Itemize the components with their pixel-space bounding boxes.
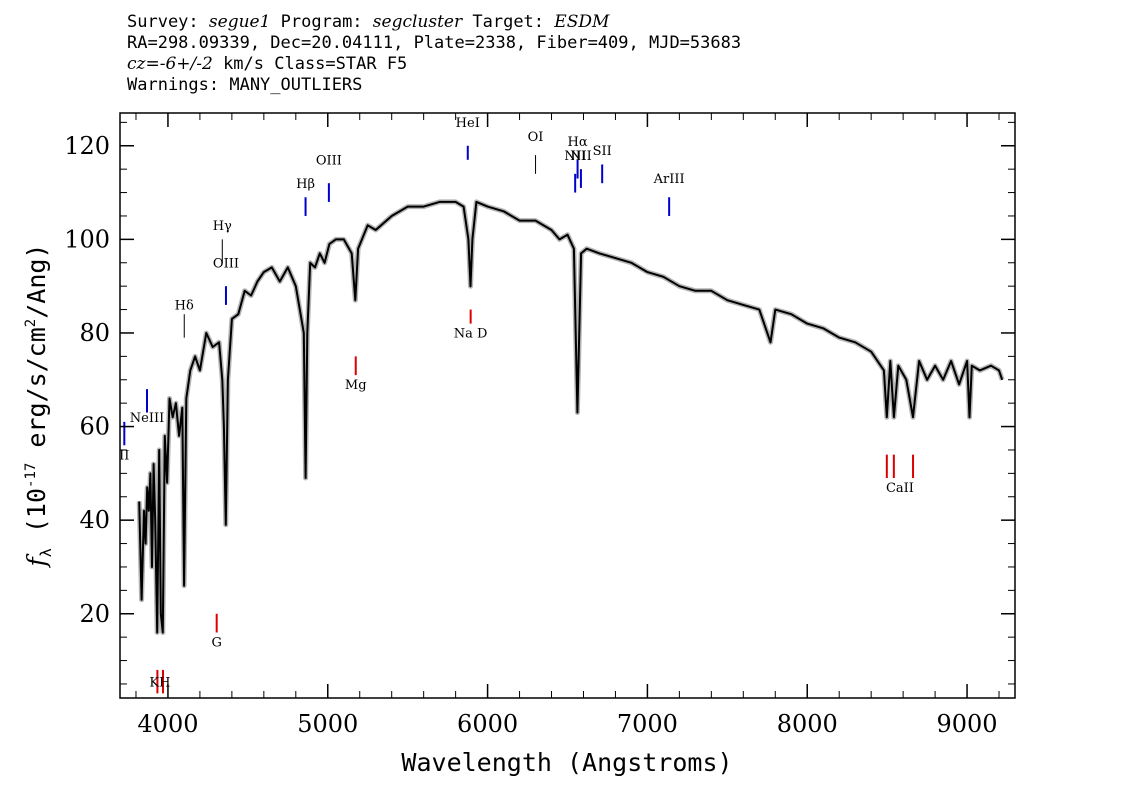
x-tick-label: 5000 — [297, 710, 358, 738]
x-tick-label: 6000 — [457, 710, 518, 738]
target-label: Target: — [472, 12, 545, 32]
x-tick-label: 8000 — [777, 710, 838, 738]
absorption-line-label: G — [211, 636, 221, 651]
y-tick-label: 120 — [64, 132, 110, 160]
absorption-line-label: Mg — [345, 378, 367, 393]
cz-value: cz=-6+/-2 — [127, 54, 213, 74]
absorption-line-label: KH — [149, 675, 170, 690]
emission-line-label: ArIII — [653, 172, 685, 187]
survey-label: Survey: — [127, 12, 199, 32]
header-line-coords: RA=298.09339, Dec=20.04111, Plate=2338, … — [127, 33, 742, 53]
program-value: segcluster — [372, 12, 463, 32]
y-axis-title: fλ (10-17 erg/s/cm2/Ang) — [22, 244, 55, 569]
emission-line-label: OI — [528, 130, 544, 145]
absorption-line-label: CaII — [886, 481, 914, 496]
emission-line-label: HeI — [456, 116, 480, 131]
header-line-survey: Survey: segue1 Program: segcluster Targe… — [127, 12, 1117, 33]
emission-line-label: Hβ — [296, 177, 315, 192]
y-tick-label: 20 — [79, 600, 110, 628]
emission-line-label: NII — [564, 149, 586, 164]
program-label: Program: — [280, 12, 363, 32]
spectrum-error-band — [136, 199, 1005, 635]
target-value: ESDM — [554, 12, 610, 32]
emission-line-label: Hγ — [213, 219, 232, 234]
emission-line-label: NeIII — [130, 411, 164, 426]
y-tick-label: 60 — [79, 413, 110, 441]
absorption-line-label: Na D — [454, 327, 488, 342]
emission-line-label: Hα — [568, 135, 588, 150]
x-tick-label: 9000 — [937, 710, 998, 738]
header-line-warnings: Warnings: MANY_OUTLIERS — [127, 75, 363, 95]
emission-line-label: OIII — [213, 256, 239, 271]
header-line-redshift: cz=-6+/-2 km/s Class=STAR F5 — [127, 54, 1117, 75]
emission-line-label: II — [119, 448, 129, 463]
y-tick-label: 100 — [64, 225, 110, 253]
x-tick-label: 4000 — [137, 710, 198, 738]
spectrum-line-0 — [138, 200, 1004, 634]
x-axis-title: Wavelength (Angstroms) — [401, 748, 732, 777]
y-tick-label: 80 — [79, 319, 110, 347]
x-tick-label: 7000 — [617, 710, 678, 738]
emission-line-label: SII — [593, 144, 612, 159]
emission-line-label: Hδ — [175, 299, 194, 314]
plot-frame — [119, 112, 1016, 699]
spectrum-header: Survey: segue1 Program: segcluster Targe… — [127, 12, 1117, 96]
y-tick-label: 40 — [79, 506, 110, 534]
class-text: km/s Class=STAR F5 — [212, 54, 408, 74]
emission-line-label: OIII — [316, 153, 342, 168]
survey-value: segue1 — [208, 12, 271, 32]
emission-line-label: NII — [570, 149, 592, 164]
